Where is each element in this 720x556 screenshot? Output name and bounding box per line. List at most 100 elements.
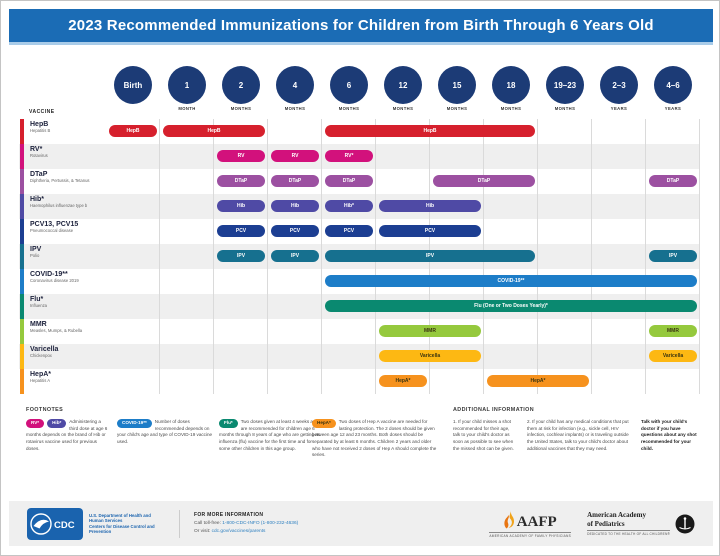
dose-bar: COVID-19** [325, 275, 697, 287]
row-varicella: Varicella Chickenpox Varicella Varicella [19, 344, 700, 369]
vaccine-name: HepB [30, 121, 49, 128]
row-color-strip [20, 169, 24, 194]
age-unit-label: MONTHS [338, 106, 360, 111]
website-link[interactable]: cdc.gov/vaccines/parents [211, 528, 266, 534]
age-column-15-months: 15 MONTHS [430, 63, 484, 111]
age-circle: 4 [276, 66, 314, 104]
age-circle: 19–23 [546, 66, 584, 104]
additional-info-heading: ADDITIONAL INFORMATION [453, 407, 535, 413]
dose-bar: PCV [271, 225, 319, 237]
footnote-text: Number of doses recommended depends on y… [117, 419, 213, 444]
row-hepb: HepB Hepatitis B HepB HepB HepB [19, 119, 700, 144]
hhs-text: U.S. Department of Health and Human Serv… [89, 513, 165, 534]
dose-bar: DTaP [433, 175, 535, 187]
immunization-schedule-table: VACCINE Birth 1 MONTH 2 MONTHS 4 MONTHS 6 MO… [19, 63, 700, 394]
age-unit-label: MONTHS [230, 106, 252, 111]
vaccine-subtitle: Coronavirus disease 2019 [30, 278, 79, 284]
cdc-eagle-icon: CDC [30, 512, 75, 535]
row-color-strip [20, 244, 24, 269]
vaccine-column-header: VACCINE [29, 109, 55, 115]
phone-prefix: Call toll-free: [194, 521, 223, 527]
row-color-strip [20, 194, 24, 219]
more-info-block: FOR MORE INFORMATION Call toll-free: 1-8… [194, 512, 298, 534]
hhs-line1: U.S. Department of Health and Human Serv… [89, 512, 151, 524]
aap-name: American Academy of Pediatrics [587, 511, 646, 528]
vaccine-subtitle: Polio [30, 253, 40, 259]
dose-bar: DTaP [325, 175, 373, 187]
row-covid19: COVID-19** Coronavirus disease 2019 COVID… [19, 269, 700, 294]
hhs-line2: Centers for Disease Control and Preventi… [89, 523, 155, 534]
vaccine-subtitle: Measles, Mumps, & Rubella [30, 328, 83, 334]
age-column-birth: Birth [106, 63, 160, 106]
footer-bar: CDC U.S. Department of Health and Human … [9, 501, 713, 546]
age-column-18-months: 18 MONTHS [484, 63, 538, 111]
row-dtap: DTaP Diphtheria, Pertussis, & Tetanus DTa… [19, 169, 700, 194]
dose-bar: Hib [379, 200, 481, 212]
vaccine-name: PCV13, PCV15 [30, 221, 79, 228]
vaccine-subtitle: Hepatitis A [30, 378, 51, 384]
footnote-flu: Flu* Two doses given at least 4 weeks ap… [219, 419, 323, 452]
age-column-12-months: 12 MONTHS [376, 63, 430, 111]
page-title: 2023 Recommended Immunizations for Child… [68, 17, 654, 34]
age-unit-label: YEARS [610, 106, 628, 111]
dose-bar: HepA* [487, 375, 589, 387]
age-circle: 1 [168, 66, 206, 104]
vaccine-name: DTaP [30, 171, 48, 178]
dose-bar: RV [217, 150, 265, 162]
age-circle: Birth [114, 66, 152, 104]
row-flu: Flu* Influenza Flu (One or Two Doses Year… [19, 294, 700, 319]
age-unit-label: MONTHS [392, 106, 414, 111]
dose-bar: IPV [325, 250, 535, 262]
aafp-subtext: AMERICAN ACADEMY OF FAMILY PHYSICIANS [489, 532, 572, 538]
row-pcv: PCV13, PCV15 Pneumococcal disease PCV PCV… [19, 219, 700, 244]
vaccine-rows: HepB Hepatitis B HepB HepB HepB RV* Rotavi… [19, 119, 700, 394]
row-rv: RV* Rotavirus RV RV RV* [19, 144, 700, 169]
vaccine-subtitle: Rotavirus [30, 153, 48, 159]
age-circle: 2 [222, 66, 260, 104]
row-hib: Hib* Haemophilus influenzae type b Hib Hi… [19, 194, 700, 219]
svg-text:CDC: CDC [54, 520, 75, 531]
hepa-footnote-pill: HepA* [312, 419, 336, 428]
doctor-callout: Talk with your child's doctor if you hav… [641, 419, 697, 451]
age-column-4-months: 4 MONTHS [268, 63, 322, 111]
dose-bar: HepB [163, 125, 265, 137]
vaccine-name: RV* [30, 146, 43, 153]
dose-bar: Flu (One or Two Doses Yearly)* [325, 300, 697, 312]
row-mmr: MMR Measles, Mumps, & Rubella MMR MMR [19, 319, 700, 344]
age-unit-label: MONTHS [554, 106, 576, 111]
age-circle: 2–3 [600, 66, 638, 104]
dose-bar: DTaP [217, 175, 265, 187]
vaccine-name: MMR [30, 321, 47, 328]
dose-bar: Hib [217, 200, 265, 212]
dose-bar: Varicella [649, 350, 697, 362]
dose-bar: Varicella [379, 350, 481, 362]
title-bar: 2023 Recommended Immunizations for Child… [9, 9, 713, 45]
age-unit-label: MONTHS [446, 106, 468, 111]
cdc-logo: CDC [27, 507, 83, 540]
aafp-name: AAFP [516, 514, 557, 530]
age-column-2-3-years: 2–3 YEARS [592, 63, 646, 111]
flu-footnote-pill: Flu* [219, 419, 238, 428]
row-color-strip [20, 369, 24, 394]
dose-bar: RV [271, 150, 319, 162]
aafp-flame-icon [504, 509, 514, 529]
footnote-hepa: HepA* Two doses of Hep A vaccine are nee… [312, 419, 437, 459]
dose-bar: Hib [271, 200, 319, 212]
dose-bar: HepA* [379, 375, 427, 387]
row-ipv: IPV Polio IPV IPV IPV IPV [19, 244, 700, 269]
footnote-covid: COVID-19** Number of doses recommended d… [117, 419, 213, 446]
age-unit-label: MONTHS [284, 106, 306, 111]
vaccine-name: Hib* [30, 196, 44, 203]
dose-bar: RV* [325, 150, 373, 162]
vaccine-name: Varicella [30, 346, 59, 353]
dose-bar: HepB [325, 125, 535, 137]
row-color-strip [20, 294, 24, 319]
row-color-strip [20, 219, 24, 244]
aap-subtext: DEDICATED TO THE HEALTH OF ALL CHILDREN® [587, 529, 670, 536]
age-unit-label: MONTH [178, 106, 196, 111]
vaccine-subtitle: Chickenpox [30, 353, 52, 359]
age-column-19-23-months: 19–23 MONTHS [538, 63, 592, 111]
phone-link[interactable]: 1-800-CDC-INFO (1-800-232-4636) [222, 521, 299, 527]
rv-footnote-pill: RV* [26, 419, 45, 428]
